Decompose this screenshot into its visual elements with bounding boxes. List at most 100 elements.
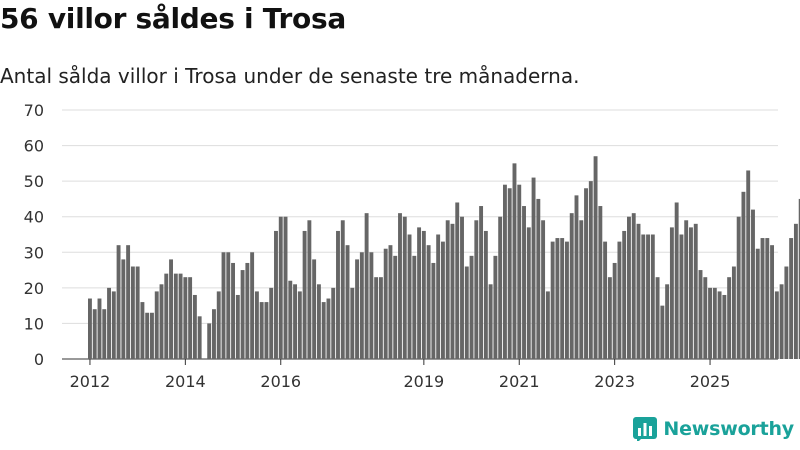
bar xyxy=(789,238,794,359)
bar xyxy=(312,259,317,359)
bar xyxy=(116,245,121,359)
bar xyxy=(154,291,159,359)
bar xyxy=(679,234,684,359)
bar xyxy=(627,216,631,359)
bar xyxy=(660,305,665,359)
bar xyxy=(631,213,636,359)
bar xyxy=(226,252,231,359)
bar xyxy=(274,230,278,359)
bar xyxy=(378,277,383,359)
bar xyxy=(393,255,398,359)
bar xyxy=(698,270,703,359)
bar xyxy=(130,266,135,359)
bar xyxy=(126,245,131,359)
bar xyxy=(555,238,560,359)
bar xyxy=(512,163,517,359)
bar xyxy=(617,241,622,359)
bar xyxy=(560,238,565,359)
bar xyxy=(440,241,445,359)
bar xyxy=(736,216,741,359)
bar xyxy=(216,291,221,359)
bar xyxy=(498,216,503,359)
bar xyxy=(231,262,235,359)
bar xyxy=(426,245,431,359)
bar xyxy=(550,241,555,359)
x-tick-label: 2019 xyxy=(403,372,444,391)
bar xyxy=(183,277,188,359)
bar xyxy=(798,198,800,359)
bar xyxy=(712,287,717,359)
bar xyxy=(741,191,746,359)
bar xyxy=(145,312,150,359)
bar xyxy=(450,223,455,359)
bar xyxy=(221,252,226,359)
bar xyxy=(793,223,798,359)
x-tick-label: 2016 xyxy=(260,372,301,391)
bar xyxy=(316,284,321,359)
y-tick-label: 20 xyxy=(24,279,44,298)
y-tick-label: 60 xyxy=(24,137,44,156)
bar xyxy=(636,223,641,359)
bar xyxy=(173,273,178,359)
bar xyxy=(269,287,274,359)
brand-name: Newsworthy xyxy=(663,418,794,440)
bar xyxy=(569,213,574,359)
bar xyxy=(474,220,479,359)
bar xyxy=(355,259,360,359)
bar xyxy=(207,323,212,359)
bar xyxy=(350,287,355,359)
bar xyxy=(197,316,202,359)
bar xyxy=(293,284,298,359)
bar xyxy=(517,184,522,359)
bar xyxy=(359,252,364,359)
bar xyxy=(407,234,412,359)
bar xyxy=(92,309,97,359)
bar xyxy=(479,206,484,359)
bar xyxy=(464,266,469,359)
bar xyxy=(684,220,689,359)
bar xyxy=(302,230,307,359)
bar xyxy=(288,280,293,359)
x-tick-label: 2025 xyxy=(690,372,731,391)
bar xyxy=(760,238,765,359)
bar xyxy=(779,284,784,359)
bar xyxy=(622,230,627,359)
bar xyxy=(412,255,417,359)
y-tick-label: 40 xyxy=(24,208,44,227)
bar xyxy=(727,277,732,359)
bar xyxy=(264,302,269,359)
bar xyxy=(178,273,183,359)
bar xyxy=(431,262,436,359)
bar xyxy=(526,227,531,359)
bar xyxy=(383,248,388,359)
bar xyxy=(102,309,107,359)
bar xyxy=(188,277,193,359)
bar xyxy=(455,202,460,359)
bar xyxy=(584,188,588,359)
bar xyxy=(731,266,736,359)
bar xyxy=(369,252,374,359)
bar xyxy=(541,220,546,359)
bar xyxy=(765,238,770,359)
bar xyxy=(641,234,646,359)
bar xyxy=(159,284,164,359)
bar xyxy=(507,188,512,359)
bar xyxy=(402,216,407,359)
bar xyxy=(708,287,712,359)
bar xyxy=(703,277,708,359)
bar xyxy=(522,206,526,359)
bar xyxy=(445,220,450,359)
y-tick-label: 10 xyxy=(24,314,44,333)
bar xyxy=(536,198,541,359)
bar xyxy=(326,298,331,359)
bar xyxy=(235,294,240,359)
chart-title: 56 villor såldes i Trosa xyxy=(0,2,346,35)
y-tick-label: 50 xyxy=(24,172,44,191)
bar xyxy=(364,213,369,359)
bar xyxy=(107,287,111,359)
x-tick-label: 2012 xyxy=(70,372,111,391)
bar xyxy=(254,291,259,359)
bar xyxy=(746,170,751,359)
bar xyxy=(460,216,464,359)
bar xyxy=(598,206,603,359)
